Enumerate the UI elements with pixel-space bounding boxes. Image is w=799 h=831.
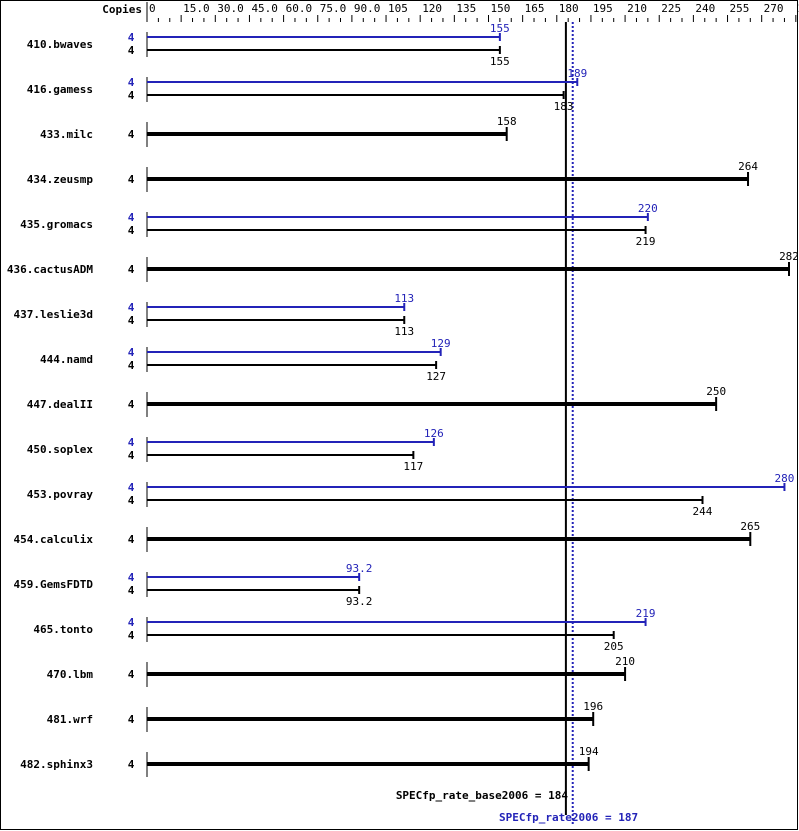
base-value-label: 244 [693,505,713,518]
peak-value-label: 189 [567,67,587,80]
base-copies: 4 [128,398,135,411]
base-value-label: 196 [583,700,603,713]
base-copies: 4 [128,449,135,462]
peak-copies: 4 [128,31,135,44]
benchmark-label: 465.tonto [33,623,93,636]
benchmark-label: 447.dealII [27,398,93,411]
base-value-label: 205 [604,640,624,653]
benchmark-label: 481.wrf [47,713,93,726]
benchmark-label: 416.gamess [27,83,93,96]
base-value-label: 194 [579,745,599,758]
tick-label: 30.0 [217,2,244,15]
peak-value-label: 280 [775,472,795,485]
base-copies: 4 [128,173,135,186]
base-copies: 4 [128,758,135,771]
peak-value-label: 113 [394,292,414,305]
base-value-label: 158 [497,115,517,128]
base-value-label: 264 [738,160,758,173]
tick-label: 135 [456,2,476,15]
tick-label: 255 [730,2,750,15]
tick-label: 75.0 [320,2,347,15]
peak-summary-label: SPECfp_rate2006 = 187 [499,811,638,824]
base-copies: 4 [128,359,135,372]
tick-label: 120 [422,2,442,15]
benchmark-label: 459.GemsFDTD [14,578,94,591]
peak-value-label: 219 [636,607,656,620]
tick-label: 60.0 [286,2,313,15]
benchmark-label: 437.leslie3d [14,308,93,321]
base-copies: 4 [128,668,135,681]
peak-copies: 4 [128,571,135,584]
peak-copies: 4 [128,211,135,224]
benchmark-label: 436.cactusADM [7,263,93,276]
base-copies: 4 [128,89,135,102]
peak-copies: 4 [128,616,135,629]
base-copies: 4 [128,533,135,546]
tick-label: 150 [490,2,510,15]
tick-label: 270 [764,2,784,15]
peak-copies: 4 [128,481,135,494]
tick-label: 15.0 [183,2,210,15]
tick-label: 165 [525,2,545,15]
base-value-label: 155 [490,55,510,68]
base-value-label: 127 [426,370,446,383]
peak-value-label: 93.2 [346,562,373,575]
peak-value-label: 129 [431,337,451,350]
tick-label: 195 [593,2,613,15]
benchmark-label: 434.zeusmp [27,173,94,186]
tick-label: 180 [559,2,579,15]
benchmark-label: 444.namd [40,353,93,366]
benchmark-label: 450.soplex [27,443,94,456]
base-summary-label: SPECfp_rate_base2006 = 184 [396,789,569,802]
peak-value-label: 155 [490,22,510,35]
base-value-label: 219 [636,235,656,248]
peak-copies: 4 [128,436,135,449]
base-copies: 4 [128,224,135,237]
peak-value-label: 220 [638,202,658,215]
base-value-label: 210 [615,655,635,668]
tick-label: 45.0 [251,2,278,15]
base-copies: 4 [128,584,135,597]
tick-label: 225 [661,2,681,15]
peak-copies: 4 [128,346,135,359]
base-copies: 4 [128,263,135,276]
peak-copies: 4 [128,301,135,314]
base-copies: 4 [128,314,135,327]
base-copies: 4 [128,494,135,507]
benchmark-label: 433.milc [40,128,93,141]
peak-copies: 4 [128,76,135,89]
tick-label: 90.0 [354,2,381,15]
axis-header: Copies [102,3,142,16]
base-copies: 4 [128,44,135,57]
base-value-label: 93.2 [346,595,373,608]
base-value-label: 117 [403,460,423,473]
base-copies: 4 [128,629,135,642]
base-value-label: 282 [779,250,799,263]
benchmark-label: 410.bwaves [27,38,93,51]
benchmark-label: 454.calculix [14,533,94,546]
base-value-label: 183 [554,100,574,113]
tick-label: 240 [695,2,715,15]
benchmark-label: 470.lbm [47,668,94,681]
benchmark-label: 482.sphinx3 [20,758,93,771]
tick-label: 210 [627,2,647,15]
base-value-label: 265 [740,520,760,533]
tick-label: 0 [149,2,156,15]
tick-label: 105 [388,2,408,15]
tick-label: 285 [798,2,799,15]
benchmark-label: 453.povray [27,488,94,501]
benchmark-label: 435.gromacs [20,218,93,231]
base-copies: 4 [128,713,135,726]
base-copies: 4 [128,128,135,141]
base-value-label: 250 [706,385,726,398]
peak-value-label: 126 [424,427,444,440]
base-value-label: 113 [394,325,414,338]
